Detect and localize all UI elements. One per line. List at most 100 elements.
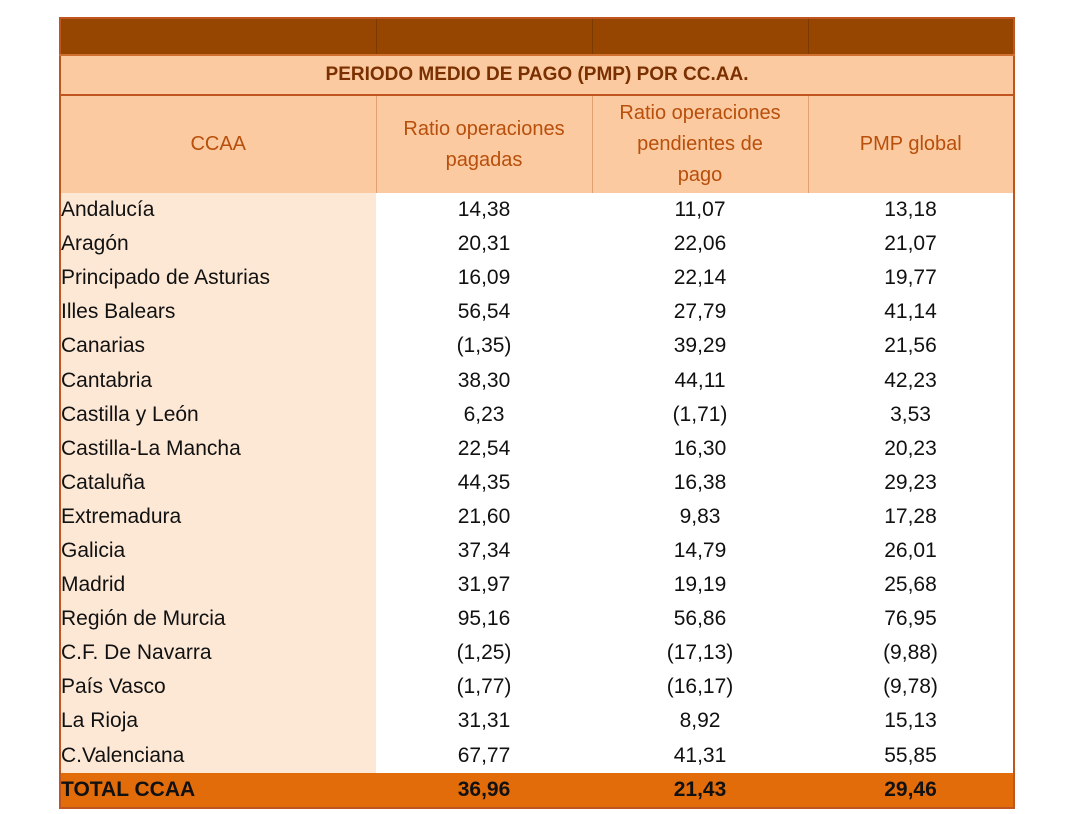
cell-pmp-global: 25,68: [884, 573, 937, 597]
cell-ccaa-name: Illes Balears: [60, 295, 376, 330]
cell-pmp-global: 17,28: [884, 504, 937, 528]
cell-ratio-pendientes: 22,14: [673, 266, 727, 290]
cell-pmp-global: (9,78): [883, 675, 938, 699]
cell-ccaa-name: Región de Murcia: [60, 602, 376, 637]
cell-ratio-pendientes: 41,31: [673, 743, 727, 767]
cell-ratio-pendientes: 16,30: [673, 436, 727, 460]
cell-ccaa-name: Castilla y León: [60, 397, 376, 432]
table-title: PERIODO MEDIO DE PAGO (PMP) POR CC.AA.: [60, 54, 1014, 96]
cell-pmp-global: 21,07: [884, 232, 937, 256]
table-row: C.F. De Navarra (1,25) (17,13) (9,88): [60, 636, 1014, 671]
cell-ccaa-name: C.F. De Navarra: [60, 636, 376, 671]
total-label: TOTAL CCAA: [60, 772, 376, 808]
cell-ratio-pagadas: 22,54: [457, 436, 511, 460]
cell-ccaa-name: Andalucía: [60, 193, 376, 228]
cell-ratio-pendientes: 27,79: [673, 300, 727, 324]
cell-ratio-pendientes: 19,19: [673, 573, 727, 597]
top-band-cell: [592, 18, 809, 55]
cell-ratio-pendientes: (16,17): [666, 675, 734, 699]
cell-ratio-pagadas: 56,54: [457, 300, 511, 324]
cell-pmp-global: 3,53: [890, 402, 931, 426]
table-row: Galicia 37,34 14,79 26,01: [60, 533, 1014, 569]
table-row: Región de Murcia 95,16 56,86 76,95: [60, 602, 1014, 637]
table-row: Cantabria 38,30 44,11 42,23: [60, 363, 1014, 398]
cell-pmp-global: 19,77: [884, 266, 937, 290]
cell-ratio-pagadas: 67,77: [457, 743, 511, 767]
header-ratio-pendientes: Ratio operaciones pendientes de pago: [592, 95, 809, 193]
top-band-row: [60, 18, 1014, 55]
cell-ratio-pagadas: (1,77): [456, 675, 512, 699]
cell-ratio-pagadas: 37,34: [457, 538, 511, 562]
table-row: Canarias (1,35) 39,29 21,56: [60, 329, 1014, 364]
cell-pmp-global: (9,88): [883, 641, 938, 665]
total-row: TOTAL CCAA 36,96 21,43 29,46: [60, 772, 1014, 808]
cell-ratio-pendientes: 9,83: [679, 504, 721, 528]
cell-ccaa-name: Galicia: [60, 533, 376, 569]
cell-pmp-global: 76,95: [884, 607, 937, 631]
table-row: País Vasco (1,77) (16,17) (9,78): [60, 670, 1014, 705]
cell-ccaa-name: La Rioja: [60, 704, 376, 739]
pmp-table: PERIODO MEDIO DE PAGO (PMP) POR CC.AA. C…: [59, 17, 1015, 809]
cell-ccaa-name: Cantabria: [60, 363, 376, 398]
cell-ratio-pagadas: 21,60: [457, 504, 511, 528]
cell-ratio-pagadas: 6,23: [463, 402, 505, 426]
cell-ratio-pagadas: 14,38: [457, 198, 511, 222]
table-row: Extremadura 21,60 9,83 17,28: [60, 499, 1014, 534]
cell-ratio-pendientes: 56,86: [673, 607, 727, 631]
cell-ratio-pendientes: 14,79: [673, 538, 727, 562]
cell-ratio-pendientes: 39,29: [673, 334, 727, 358]
table-row: C.Valenciana 67,77 41,31 55,85: [60, 738, 1014, 773]
cell-ratio-pagadas: 16,09: [457, 266, 511, 290]
table-row: Principado de Asturias 16,09 22,14 19,77: [60, 261, 1014, 296]
cell-ccaa-name: Madrid: [60, 568, 376, 603]
table-row: Aragón 20,31 22,06 21,07: [60, 227, 1014, 262]
cell-ccaa-name: Extremadura: [60, 499, 376, 534]
top-band-cell: [60, 18, 377, 55]
top-band-cell: [808, 18, 1014, 55]
cell-pmp-global: 20,23: [884, 436, 937, 460]
cell-pmp-global: 42,23: [884, 368, 937, 392]
top-band-cell: [376, 18, 593, 55]
cell-ratio-pagadas: 20,31: [457, 232, 511, 256]
cell-ratio-pendientes: 22,06: [673, 232, 727, 256]
table-row: La Rioja 31,31 8,92 15,13: [60, 704, 1014, 739]
total-cell-pmp-global: 29,46: [808, 772, 1014, 808]
cell-ratio-pendientes: 16,38: [673, 470, 727, 494]
cell-ccaa-name: Cataluña: [60, 465, 376, 500]
cell-ratio-pagadas: 38,30: [457, 368, 511, 392]
table-row: Cataluña 44,35 16,38 29,23: [60, 465, 1014, 500]
cell-ratio-pagadas: (1,35): [456, 334, 512, 358]
cell-pmp-global: 21,56: [884, 334, 937, 358]
cell-ratio-pendientes: 8,92: [679, 709, 721, 733]
cell-ratio-pagadas: 44,35: [457, 470, 511, 494]
table-row: Madrid 31,97 19,19 25,68: [60, 568, 1014, 603]
cell-ratio-pendientes: (17,13): [666, 641, 734, 665]
cell-ratio-pagadas: (1,25): [456, 641, 512, 665]
cell-pmp-global: 55,85: [884, 743, 937, 767]
header-row: CCAA Ratio operaciones pagadas Ratio ope…: [60, 95, 1014, 193]
cell-ccaa-name: Principado de Asturias: [60, 261, 376, 296]
total-cell-ratio-pendientes: 21,43: [592, 772, 808, 808]
table-row: Castilla-La Mancha 22,54 16,30 20,23: [60, 431, 1014, 466]
header-ratio-pendientes-label: Ratio operaciones pendientes de pago: [619, 102, 781, 186]
table-row: Andalucía 14,38 11,07 13,18: [60, 193, 1014, 228]
cell-ratio-pagadas: 31,31: [457, 709, 511, 733]
cell-ratio-pendientes: (1,71): [672, 402, 728, 426]
total-cell-ratio-pagadas: 36,96: [376, 772, 592, 808]
table-row: Castilla y León 6,23 (1,71) 3,53: [60, 397, 1014, 432]
header-ratio-pagadas-label: Ratio operaciones pagadas: [403, 117, 565, 171]
cell-ratio-pagadas: 31,97: [457, 573, 511, 597]
cell-ratio-pagadas: 95,16: [457, 607, 511, 631]
header-pmp-global: PMP global: [808, 95, 1014, 193]
cell-ccaa-name: Canarias: [60, 329, 376, 364]
header-ratio-pagadas: Ratio operaciones pagadas: [376, 95, 593, 193]
table-row: Illes Balears 56,54 27,79 41,14: [60, 295, 1014, 330]
cell-ccaa-name: País Vasco: [60, 670, 376, 705]
cell-ccaa-name: Castilla-La Mancha: [60, 431, 376, 466]
title-row: PERIODO MEDIO DE PAGO (PMP) POR CC.AA.: [60, 54, 1014, 96]
cell-pmp-global: 41,14: [884, 300, 937, 324]
cell-ratio-pendientes: 44,11: [674, 368, 726, 392]
cell-pmp-global: 13,18: [884, 198, 937, 222]
cell-ccaa-name: C.Valenciana: [60, 738, 376, 773]
cell-ratio-pendientes: 11,07: [674, 198, 726, 222]
